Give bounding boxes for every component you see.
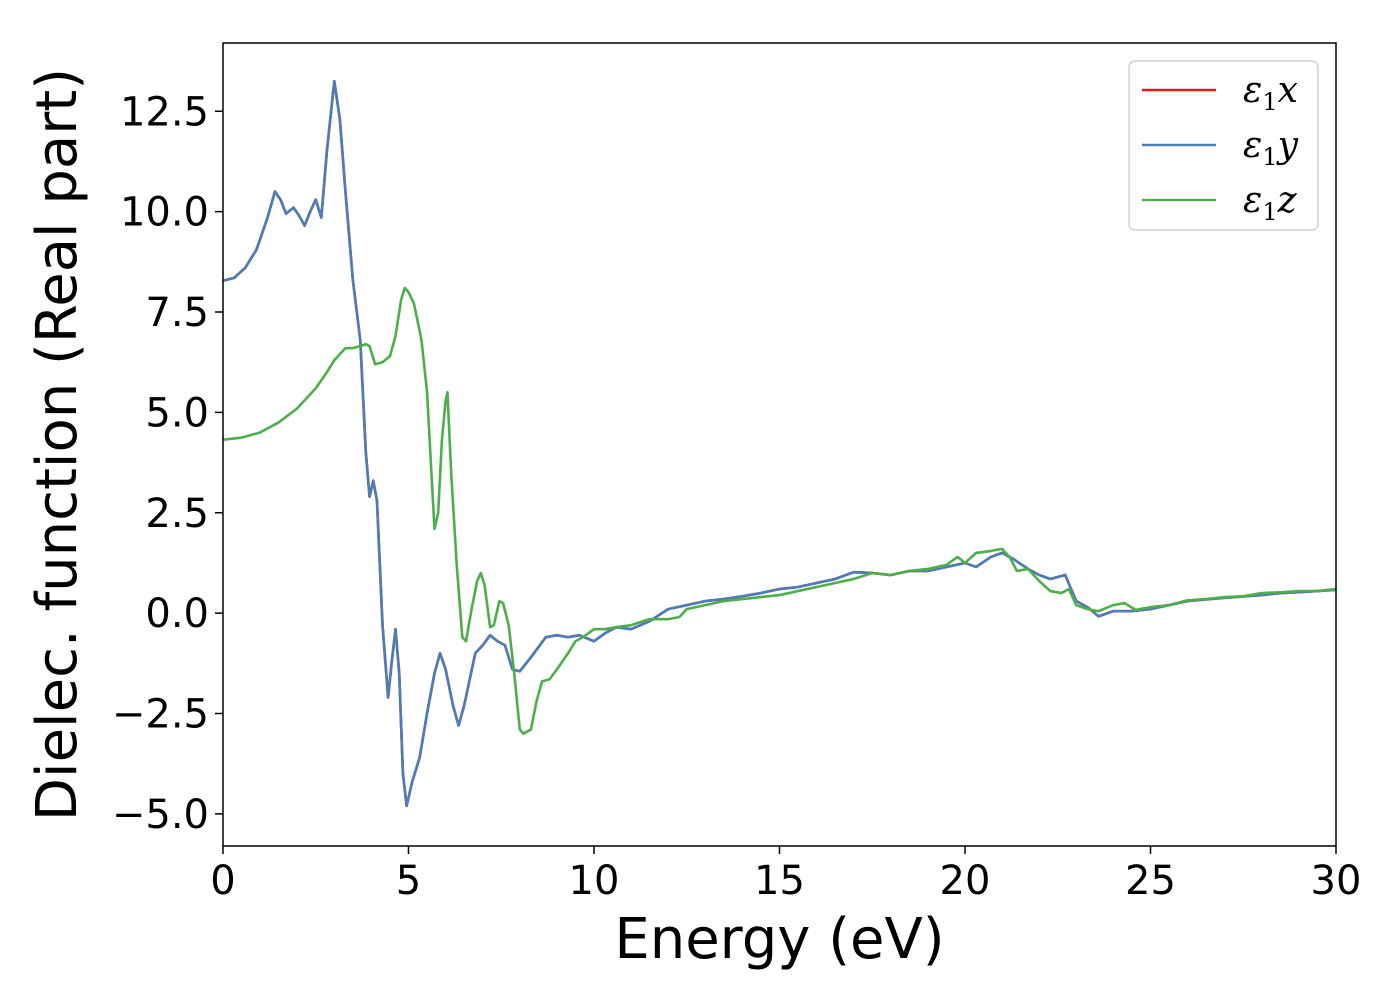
legend: ε1x ε1y ε1z	[1128, 60, 1319, 231]
x-tick-label: 20	[940, 858, 991, 904]
x-tick-label: 30	[1311, 858, 1362, 904]
x-tick-label: 15	[754, 858, 805, 904]
y-tick-label: 0.0	[145, 591, 209, 637]
legend-box	[1128, 60, 1319, 231]
legend-label-z: ε1z	[1243, 180, 1298, 226]
legend-label-y: ε1y	[1243, 125, 1299, 171]
y-tick-label: 5.0	[145, 390, 209, 436]
y-tick-label: 2.5	[145, 491, 209, 537]
y-tick-label: 7.5	[145, 290, 209, 336]
y-tick-label: 10.0	[120, 190, 209, 236]
series-line-z	[223, 286, 1336, 735]
y-axis-title: Dielec. function (Real part)	[25, 68, 90, 821]
y-tick-label: −5.0	[112, 792, 209, 838]
series-layer	[223, 79, 1336, 808]
x-tick-label: 25	[1125, 858, 1176, 904]
y-tick-label: −2.5	[112, 692, 209, 738]
x-tick-label: 10	[569, 858, 620, 904]
x-tick-label: 5	[396, 858, 421, 904]
y-tick-label: 12.5	[120, 89, 209, 135]
legend-label-x: ε1x	[1243, 70, 1298, 116]
x-axis-title: Energy (eV)	[614, 907, 944, 972]
series-line-y	[223, 79, 1336, 808]
y-axis-ticks: −5.0 −2.5 0.0 2.5 5.0 7.5 10.0 12.5	[112, 89, 223, 838]
x-tick-label: 0	[210, 858, 235, 904]
x-axis-ticks: 0 5 10 15 20 25 30	[210, 846, 1361, 904]
